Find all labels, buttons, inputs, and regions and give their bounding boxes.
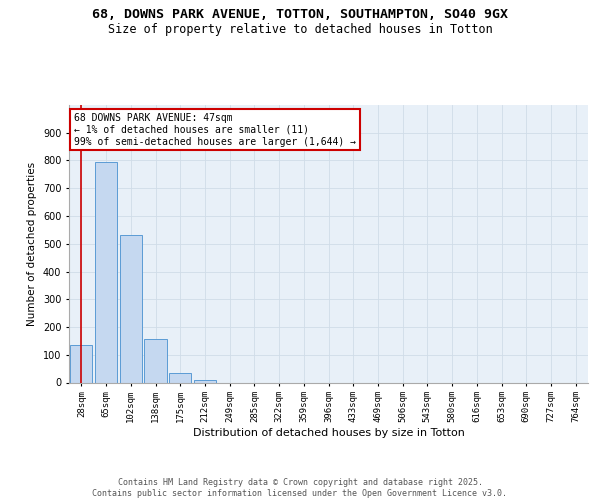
Text: 68 DOWNS PARK AVENUE: 47sqm
← 1% of detached houses are smaller (11)
99% of semi: 68 DOWNS PARK AVENUE: 47sqm ← 1% of deta… [74, 114, 356, 146]
Bar [145, 338, 167, 382]
Text: 68, DOWNS PARK AVENUE, TOTTON, SOUTHAMPTON, SO40 9GX: 68, DOWNS PARK AVENUE, TOTTON, SOUTHAMPT… [92, 8, 508, 20]
Bar [169, 373, 191, 382]
X-axis label: Distribution of detached houses by size in Totton: Distribution of detached houses by size … [193, 428, 464, 438]
Bar [95, 162, 117, 382]
Bar [194, 380, 216, 382]
Text: Size of property relative to detached houses in Totton: Size of property relative to detached ho… [107, 22, 493, 36]
Y-axis label: Number of detached properties: Number of detached properties [28, 162, 37, 326]
Bar [70, 345, 92, 383]
Text: Contains HM Land Registry data © Crown copyright and database right 2025.
Contai: Contains HM Land Registry data © Crown c… [92, 478, 508, 498]
Bar [119, 236, 142, 382]
